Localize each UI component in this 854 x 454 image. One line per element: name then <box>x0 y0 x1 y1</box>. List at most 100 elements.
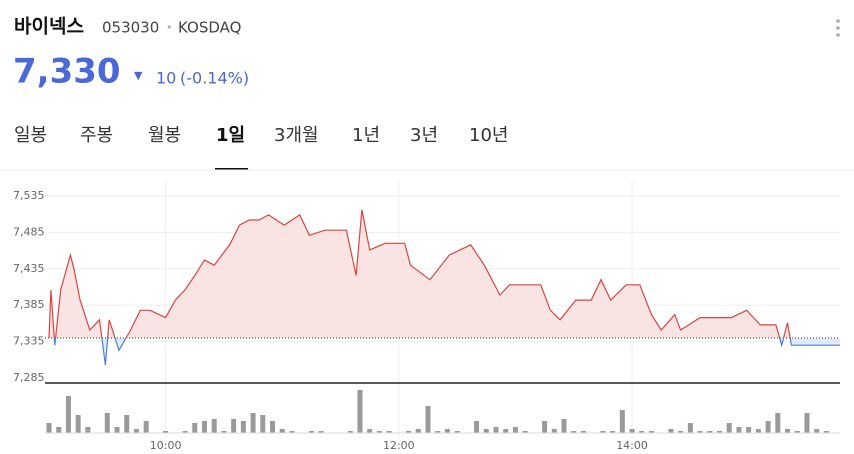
volume-bar <box>483 429 489 433</box>
volume-bar <box>133 429 139 433</box>
volume-bar <box>143 421 149 433</box>
volume-bar <box>648 431 654 433</box>
menu-button[interactable] <box>836 19 840 37</box>
volume-bar <box>231 419 237 433</box>
volume-bar <box>542 421 548 433</box>
volume-bar <box>211 419 217 433</box>
volume-bar <box>600 431 606 433</box>
y-tick-label: 7,285 <box>13 371 45 384</box>
change-percent: (-0.14%) <box>180 69 249 88</box>
volume-bar <box>376 431 382 433</box>
x-tick-label: 14:00 <box>616 439 648 452</box>
volume-bar <box>435 431 441 433</box>
volume-bar <box>697 431 703 433</box>
price-line <box>48 209 840 365</box>
volume-bar <box>726 423 732 433</box>
volume-bar <box>425 406 431 433</box>
volume-bar <box>522 431 528 433</box>
stock-code: 053030 <box>102 19 159 37</box>
volume-bar <box>347 431 353 433</box>
price: 7,330 <box>13 52 121 92</box>
volume-bar <box>736 427 742 433</box>
y-tick-label: 7,535 <box>13 189 45 202</box>
volume-bar <box>308 431 314 433</box>
change: 10 <box>156 69 176 88</box>
price-area <box>49 209 840 365</box>
volume-bar <box>221 431 227 433</box>
volume-bar <box>668 429 674 433</box>
menu-dot <box>836 19 840 23</box>
volume-bar <box>201 421 207 433</box>
volume-bar <box>746 427 752 433</box>
volume-bar <box>163 431 169 433</box>
tab[interactable]: 10년 <box>469 125 508 146</box>
tab[interactable]: 3년 <box>410 125 438 146</box>
volume-bar <box>580 431 586 433</box>
y-tick-label: 7,385 <box>13 298 45 311</box>
volume-bar <box>182 431 188 433</box>
volume-bar <box>610 431 616 433</box>
volume-bar <box>56 427 62 433</box>
volume-bar <box>46 423 52 433</box>
volume-bar <box>512 427 518 433</box>
y-tick-label: 7,485 <box>13 225 45 238</box>
volume-bar <box>794 431 800 433</box>
volume-bar <box>289 431 295 433</box>
volume-bar <box>104 413 110 433</box>
x-tick-label: 10:00 <box>150 439 182 452</box>
volume-bar <box>260 415 266 433</box>
stock-name: 바이넥스 <box>14 16 84 38</box>
volume-bar <box>114 427 120 433</box>
volume-bar <box>629 429 635 433</box>
volume-bar <box>279 429 285 433</box>
volume-bar <box>367 429 373 433</box>
volume-bar <box>454 431 460 433</box>
market: KOSDAQ <box>178 19 241 37</box>
menu-dot <box>836 33 840 37</box>
tab[interactable]: 1년 <box>352 125 380 146</box>
change-arrow: ▼ <box>134 69 143 82</box>
volume-bar <box>561 419 567 433</box>
volume-bar <box>619 410 625 433</box>
volume-bar <box>775 413 781 433</box>
volume-bar <box>318 431 324 433</box>
volume-bar <box>814 429 820 433</box>
tab[interactable]: 주봉 <box>80 125 113 146</box>
volume-bar <box>406 431 412 433</box>
tab[interactable]: 1일 <box>216 125 245 146</box>
volume-bar <box>765 421 771 433</box>
volume-bar <box>687 423 693 433</box>
volume-bar <box>75 415 81 433</box>
volume-bar <box>357 390 363 433</box>
volume-bar <box>386 431 392 433</box>
volume-bar <box>250 413 256 433</box>
volume-bar <box>717 431 723 433</box>
tab-bar: 일봉 주봉 월봉 1일 3개월 1년 3년 10년 <box>14 125 508 170</box>
menu-dot <box>836 26 840 30</box>
volume-bar <box>270 421 276 433</box>
x-tick-label: 12:00 <box>383 439 415 452</box>
chart: 7,285 7,335 7,385 7,435 7,485 7,535 10:00 12:00… <box>13 180 840 452</box>
volume-bar <box>65 396 71 433</box>
volume-bar <box>755 429 761 433</box>
volume-bar <box>415 429 421 433</box>
volume-bar <box>240 421 246 433</box>
volume-bar <box>804 413 810 433</box>
volume-bar <box>639 431 645 433</box>
volume-bar <box>474 421 480 433</box>
y-tick-label: 7,335 <box>13 335 45 348</box>
volume-bar <box>124 415 130 433</box>
tab[interactable]: 일봉 <box>14 125 47 146</box>
y-tick-label: 7,435 <box>13 262 45 275</box>
volume-bar <box>707 431 713 433</box>
separator: • <box>166 21 173 34</box>
volume-bar <box>785 429 791 433</box>
volume-bar <box>551 429 557 433</box>
volume-bar <box>493 427 499 433</box>
volume-bar <box>444 429 450 433</box>
tab[interactable]: 3개월 <box>274 125 319 146</box>
tab[interactable]: 월봉 <box>148 125 181 146</box>
volume-bar <box>85 427 91 433</box>
